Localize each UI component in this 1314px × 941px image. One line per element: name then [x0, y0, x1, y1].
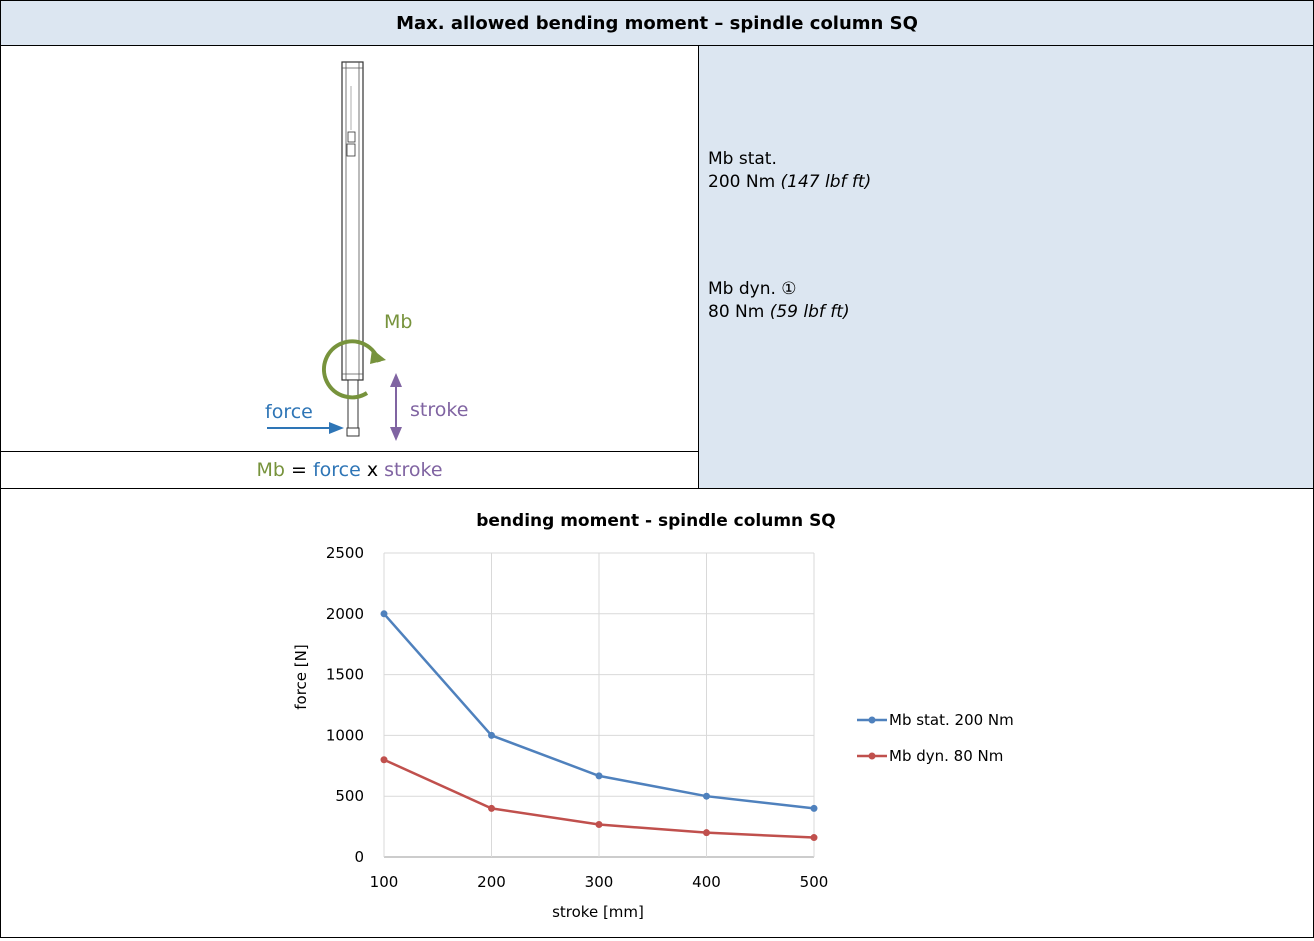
bending-moment-arrow-icon: [322, 339, 386, 400]
formula-cell: Mb = force x stroke: [0, 451, 699, 489]
mb-stat-value: 200 Nm: [708, 172, 776, 192]
page-title: Max. allowed bending moment – spindle co…: [396, 12, 918, 34]
data-point: [488, 804, 495, 812]
y-tick-label: 1000: [326, 726, 364, 744]
mb-stat-imperial: (147 lbf ft): [780, 172, 872, 192]
y-axis-label: force [N]: [292, 644, 310, 709]
mb-stat-title: Mb stat.: [708, 149, 777, 169]
data-point: [595, 772, 603, 780]
data-point: [810, 834, 818, 842]
x-axis-label: stroke [mm]: [552, 903, 644, 921]
legend-label: Mb stat. 200 Nm: [889, 711, 1014, 729]
chart-legend: Mb stat. 200 Nm Mb dyn. 80 Nm: [857, 711, 1014, 765]
formula-mb: Mb: [256, 459, 285, 481]
mb-dyn-value: 80 Nm: [708, 302, 765, 322]
data-point: [703, 792, 710, 800]
data-point: [595, 821, 603, 829]
y-tick-label: 500: [335, 787, 364, 805]
force-label: force: [265, 401, 313, 423]
x-tick-label: 200: [477, 873, 506, 891]
formula-stroke: stroke: [384, 459, 443, 481]
data-point: [380, 610, 388, 618]
formula-times: x: [360, 459, 385, 481]
chart-cell: bending moment - spindle column SQ 0 500 1…: [0, 488, 1314, 938]
mb-dyn-title: Mb dyn. ①: [708, 279, 797, 299]
data-point: [703, 829, 710, 837]
mb-dyn-value-line: 80 Nm (59 lbf ft): [708, 301, 850, 324]
mb-label: Mb: [384, 311, 412, 333]
legend-marker: [868, 752, 876, 760]
formula-equals: =: [284, 459, 313, 481]
mb-stat-value-line: 200 Nm (147 lbf ft): [708, 171, 871, 194]
data-point: [488, 731, 495, 739]
legend-marker: [868, 716, 876, 724]
stroke-label: stroke: [410, 399, 468, 421]
x-tick-label: 300: [585, 873, 614, 891]
stroke-arrow-icon: [390, 373, 402, 441]
chart-series: [380, 610, 818, 842]
figure-cell: Mb force stroke: [0, 45, 699, 452]
y-axis-ticks: 0 500 1000 1500 2000 2500: [326, 544, 364, 866]
chart-grid: [383, 552, 815, 858]
y-tick-label: 2000: [326, 605, 364, 623]
legend-label: Mb dyn. 80 Nm: [889, 747, 1003, 765]
data-point: [810, 804, 818, 812]
chart-title: bending moment - spindle column SQ: [476, 511, 836, 531]
spec-cell: Mb stat. 200 Nm (147 lbf ft) Mb dyn. ① 8…: [698, 45, 1314, 489]
data-point: [380, 756, 388, 764]
y-tick-label: 1500: [326, 666, 364, 684]
spindle-column-icon: [341, 61, 364, 437]
y-tick-label: 0: [354, 848, 364, 866]
x-tick-label: 500: [800, 873, 829, 891]
sheet-header: Max. allowed bending moment – spindle co…: [0, 0, 1314, 46]
y-tick-label: 2500: [326, 544, 364, 562]
x-tick-label: 400: [692, 873, 721, 891]
mb-stat-block: Mb stat. 200 Nm (147 lbf ft): [708, 148, 871, 194]
mb-dyn-imperial: (59 lbf ft): [769, 302, 850, 322]
x-axis-ticks: 100 200 300 400 500: [370, 873, 829, 891]
force-arrow-icon: [267, 422, 344, 434]
bending-moment-chart: bending moment - spindle column SQ 05001…: [292, 511, 1014, 921]
formula-force: force: [312, 459, 361, 481]
mb-dyn-block: Mb dyn. ① 80 Nm (59 lbf ft): [708, 278, 850, 324]
spindle-column-drawing: Mb force stroke: [265, 61, 468, 441]
x-tick-label: 100: [370, 873, 399, 891]
